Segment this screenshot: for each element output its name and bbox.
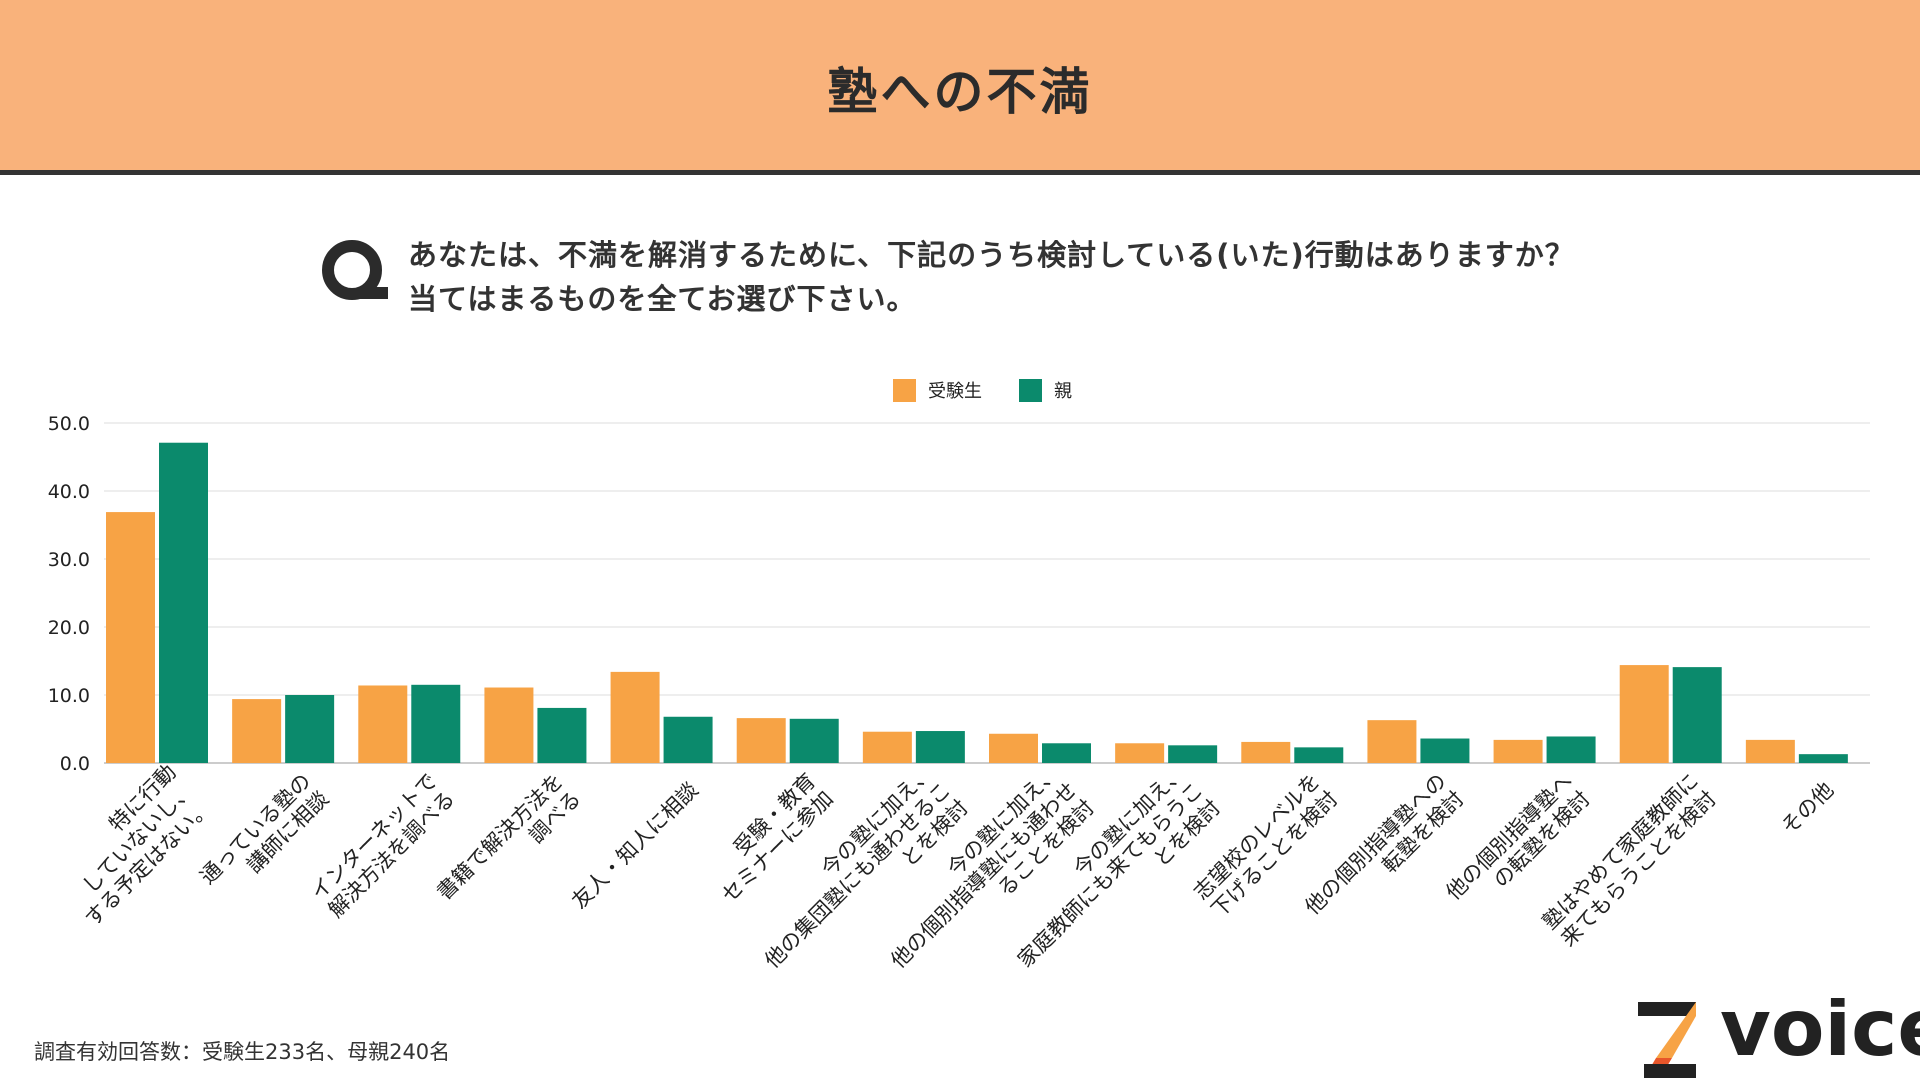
x-tick-label: 受験・教育セミナーに参加: [699, 769, 838, 908]
question-line-2: 当てはまるものを全てお選び下さい。: [408, 282, 917, 316]
bar: [915, 731, 965, 763]
y-tick-label: 40.0: [48, 481, 90, 503]
x-tick-text: その他: [1777, 778, 1839, 840]
x-tick-text: 特に行動していないし、する予定はない。: [45, 760, 216, 931]
bar: [232, 699, 282, 763]
bar: [1798, 754, 1848, 763]
x-tick-label: インターネットで解決方法を調べる: [306, 769, 459, 922]
bar: [1420, 738, 1470, 763]
bar-chart: 0.0 10.0 20.0 30.0 40.0 50.0 受験生 親特に行動していないし、する…: [45, 379, 1870, 973]
bar: [1115, 743, 1165, 763]
y-tick-label: 50.0: [48, 413, 90, 435]
bar: [789, 718, 839, 763]
x-tick-text: 受験・教育セミナーに参加: [699, 769, 838, 908]
legend-swatch: [1019, 379, 1042, 402]
bar: [1367, 720, 1417, 763]
x-tick-text: 書籍で解決方法を調べる: [432, 769, 585, 922]
bar: [1042, 743, 1091, 763]
bar: [1745, 739, 1795, 763]
bar: [1619, 665, 1669, 763]
x-tick-text: 友人・知人に相談: [567, 778, 703, 914]
page-title: 塾への不満: [827, 63, 1093, 121]
legend-label: 親: [1054, 381, 1072, 402]
y-tick-label: 10.0: [48, 685, 90, 707]
x-tick-label: 特に行動していないし、する予定はない。: [45, 760, 216, 931]
bar: [159, 442, 208, 763]
x-tick-line: その他: [1777, 778, 1839, 840]
bar: [285, 695, 335, 763]
footnote: 調査有効回答数：受験生233名、母親240名: [34, 1040, 451, 1064]
x-tick-text: インターネットで解決方法を調べる: [306, 769, 459, 922]
bar: [1493, 739, 1543, 763]
x-tick-label: 書籍で解決方法を調べる: [432, 769, 585, 922]
bar: [358, 685, 408, 763]
bar: [411, 684, 461, 763]
logo-text: voice: [1720, 998, 1920, 1074]
y-tick-label: 30.0: [48, 549, 90, 571]
q-icon: [322, 240, 388, 300]
y-tick-label: 20.0: [48, 617, 90, 639]
bar: [1546, 736, 1596, 763]
bar: [484, 687, 534, 763]
bar: [1672, 667, 1722, 763]
bar: [862, 731, 912, 763]
bar: [663, 716, 713, 763]
x-tick-label: 友人・知人に相談: [567, 778, 703, 914]
bar: [106, 512, 155, 763]
question-block: あなたは、不満を解消するために、下記のうち検討している(いた)行動はありますか？…: [320, 233, 1575, 321]
question-line-1: あなたは、不満を解消するために、下記のうち検討している(いた)行動はありますか？: [408, 238, 1575, 272]
bar: [1241, 741, 1291, 763]
voice-logo: voice: [1638, 998, 1920, 1080]
question-text: あなたは、不満を解消するために、下記のうち検討している(いた)行動はありますか？…: [408, 233, 1575, 321]
legend-label: 受験生: [928, 381, 982, 402]
bar: [1294, 747, 1344, 763]
x-tick-label: その他: [1777, 778, 1839, 840]
z-logo-icon: [1638, 1002, 1696, 1078]
bar: [1168, 745, 1218, 763]
bar: [537, 707, 587, 763]
x-tick-line: 友人・知人に相談: [567, 778, 703, 914]
bar: [736, 718, 786, 763]
bar: [610, 671, 660, 763]
header-banner: 塾への不満: [0, 0, 1920, 175]
y-tick-label: 0.0: [60, 753, 90, 775]
legend-swatch: [893, 379, 916, 402]
bar: [989, 733, 1038, 763]
